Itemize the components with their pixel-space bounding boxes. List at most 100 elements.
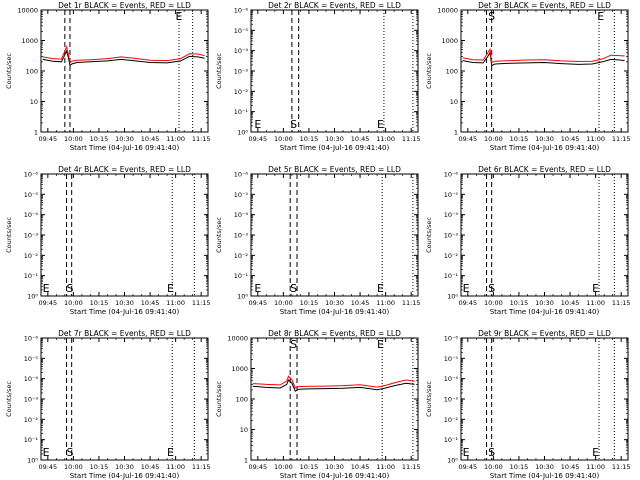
x-tick-label: 11:00 bbox=[586, 463, 605, 471]
y-tick-label: 10⁰ bbox=[27, 457, 38, 465]
x-axis-label: Start Time (04-Jul-16 09:41:40) bbox=[280, 144, 390, 152]
x-tick-label: 10:15 bbox=[300, 135, 319, 143]
y-tick-label: 10⁻⁶ bbox=[444, 335, 459, 343]
y-tick-label: 100 bbox=[236, 396, 248, 404]
y-tick-label: 10 bbox=[240, 426, 248, 434]
y-tick-label: 10000 bbox=[227, 335, 248, 343]
y-tick-label: 10⁻² bbox=[24, 252, 39, 260]
x-tick-label: 11:15 bbox=[612, 463, 631, 471]
x-tick-label: 10:15 bbox=[90, 135, 109, 143]
x-tick-label: 10:30 bbox=[115, 463, 134, 471]
event-letter-marker: E bbox=[254, 282, 261, 295]
x-tick-label: 11:15 bbox=[192, 299, 211, 307]
panel-det-6: Det 6r BLACK = Events, RED = LLD 10⁰ 10⁻¹ 1… bbox=[425, 165, 631, 316]
y-tick-label: 1000 bbox=[441, 37, 458, 45]
plot-frame bbox=[250, 337, 419, 461]
x-tick-label: 11:15 bbox=[612, 135, 631, 143]
x-tick-label: 10:15 bbox=[510, 135, 529, 143]
x-tick-label: 10:00 bbox=[274, 135, 293, 143]
y-axis-label: Counts/sec bbox=[5, 217, 13, 253]
x-tick-label: 09:45 bbox=[458, 463, 477, 471]
y-tick-label: 10000 bbox=[17, 7, 38, 15]
x-tick-label: 10:00 bbox=[64, 135, 83, 143]
x-tick-label: 10:45 bbox=[561, 135, 580, 143]
event-letter-marker: E bbox=[592, 282, 599, 295]
event-letter-marker: S bbox=[488, 10, 495, 23]
x-tick-label: 10:45 bbox=[141, 299, 160, 307]
x-tick-label: 10:15 bbox=[300, 299, 319, 307]
x-tick-label: 09:45 bbox=[38, 299, 57, 307]
y-tick-label: 10⁻⁶ bbox=[24, 171, 39, 179]
y-tick-label: 10⁻² bbox=[24, 416, 39, 424]
x-axis-label: Start Time (04-Jul-16 09:41:40) bbox=[70, 144, 180, 152]
x-tick-label: 11:15 bbox=[402, 299, 421, 307]
x-tick-label: 11:00 bbox=[376, 463, 395, 471]
x-tick-label: 10:00 bbox=[64, 299, 83, 307]
x-tick-label: 10:00 bbox=[484, 299, 503, 307]
panel-title: Det 6r BLACK = Events, RED = LLD bbox=[478, 165, 611, 174]
y-tick-label: 10⁻⁶ bbox=[24, 335, 39, 343]
y-tick-label: 10⁻¹ bbox=[444, 436, 459, 444]
y-axis-label: Counts/sec bbox=[425, 217, 433, 253]
y-tick-label: 10⁻¹ bbox=[234, 108, 249, 116]
panel-title: Det 5r BLACK = Events, RED = LLD bbox=[268, 165, 401, 174]
x-axis-label: Start Time (04-Jul-16 09:41:40) bbox=[280, 308, 390, 316]
plot-frame bbox=[460, 173, 629, 297]
event-letter-marker: E bbox=[377, 118, 384, 131]
series-line-events bbox=[252, 379, 415, 392]
y-tick-label: 10⁻² bbox=[234, 88, 249, 96]
y-tick-label: 10⁰ bbox=[237, 129, 248, 137]
x-tick-label: 10:45 bbox=[561, 299, 580, 307]
panel-det-5: Det 5r BLACK = Events, RED = LLD 10⁰ 10⁻¹ 1… bbox=[215, 165, 421, 316]
y-tick-label: 100 bbox=[26, 68, 38, 76]
y-tick-label: 1 bbox=[454, 129, 458, 137]
plot-frame bbox=[460, 337, 629, 461]
event-letter-marker: E bbox=[167, 282, 174, 295]
series-line-lld bbox=[462, 47, 625, 64]
event-letter-marker: E bbox=[592, 446, 599, 459]
y-tick-label: 1 bbox=[34, 129, 38, 137]
x-tick-label: 10:30 bbox=[535, 299, 554, 307]
y-axis-label: Counts/sec bbox=[5, 53, 13, 89]
event-letter-marker: E bbox=[254, 118, 261, 131]
y-tick-label: 1 bbox=[244, 457, 248, 465]
y-tick-label: 10 bbox=[450, 98, 458, 106]
panel-det-9: Det 9r BLACK = Events, RED = LLD 10⁰ 10⁻¹ 1… bbox=[425, 329, 631, 480]
y-tick-label: 10⁻² bbox=[234, 252, 249, 260]
x-tick-label: 11:15 bbox=[402, 463, 421, 471]
x-tick-label: 10:30 bbox=[115, 299, 134, 307]
x-axis-label: Start Time (04-Jul-16 09:41:40) bbox=[490, 472, 600, 480]
x-tick-label: 10:00 bbox=[274, 299, 293, 307]
y-tick-label: 10⁻³ bbox=[234, 68, 249, 76]
y-axis-label: Counts/sec bbox=[215, 381, 223, 417]
y-tick-label: 10⁻⁴ bbox=[24, 211, 39, 219]
y-tick-label: 10⁻¹ bbox=[444, 272, 459, 280]
x-tick-label: 10:15 bbox=[90, 463, 109, 471]
y-tick-label: 10⁻⁵ bbox=[444, 355, 459, 363]
panel-title: Det 1r BLACK = Events, RED = LLD bbox=[58, 1, 191, 10]
x-tick-label: 10:15 bbox=[90, 299, 109, 307]
event-letter-marker: S bbox=[290, 338, 297, 351]
plot-frame bbox=[40, 173, 209, 297]
y-tick-label: 10⁻⁴ bbox=[24, 375, 39, 383]
event-letter-marker: E bbox=[176, 10, 183, 23]
x-tick-label: 11:15 bbox=[612, 299, 631, 307]
event-letter-marker: S bbox=[66, 446, 73, 459]
x-tick-label: 10:45 bbox=[141, 463, 160, 471]
x-tick-label: 11:00 bbox=[376, 299, 395, 307]
plot-frame bbox=[460, 9, 629, 133]
panel-det-1: Det 1r BLACK = Events, RED = LLD 1 10 100 10… bbox=[5, 1, 211, 152]
x-axis-label: Start Time (04-Jul-16 09:41:40) bbox=[70, 308, 180, 316]
y-tick-label: 10⁻¹ bbox=[24, 272, 39, 280]
y-tick-label: 10⁻¹ bbox=[234, 272, 249, 280]
event-letter-marker: E bbox=[463, 282, 470, 295]
y-axis-label: Counts/sec bbox=[215, 217, 223, 253]
event-letter-marker: E bbox=[377, 282, 384, 295]
x-tick-label: 11:15 bbox=[402, 135, 421, 143]
y-tick-label: 10⁻⁴ bbox=[234, 47, 249, 55]
x-tick-label: 11:15 bbox=[192, 463, 211, 471]
event-letter-marker: E bbox=[43, 446, 50, 459]
event-letter-marker: S bbox=[66, 282, 73, 295]
x-tick-label: 10:15 bbox=[510, 463, 529, 471]
y-tick-label: 10⁻³ bbox=[444, 232, 459, 240]
